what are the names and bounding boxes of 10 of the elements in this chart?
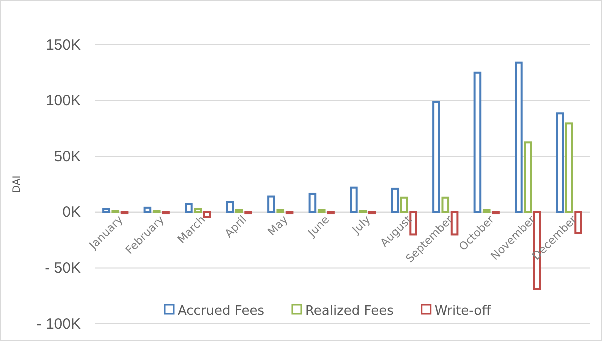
legend-label: Write-off bbox=[434, 304, 492, 319]
y-tick-label: 150K bbox=[46, 36, 81, 54]
legend-label: Accrued Fees bbox=[178, 304, 265, 319]
legend-label: Realized Fees bbox=[305, 304, 394, 319]
y-tick-label: - 50K bbox=[45, 260, 81, 277]
y-tick-label: 0K bbox=[62, 204, 81, 222]
y-tick-label: 50K bbox=[54, 148, 81, 166]
y-axis-title: DAI bbox=[12, 176, 23, 194]
y-tick-label: 100K bbox=[46, 92, 81, 110]
y-tick-label: - 100K bbox=[36, 316, 81, 333]
